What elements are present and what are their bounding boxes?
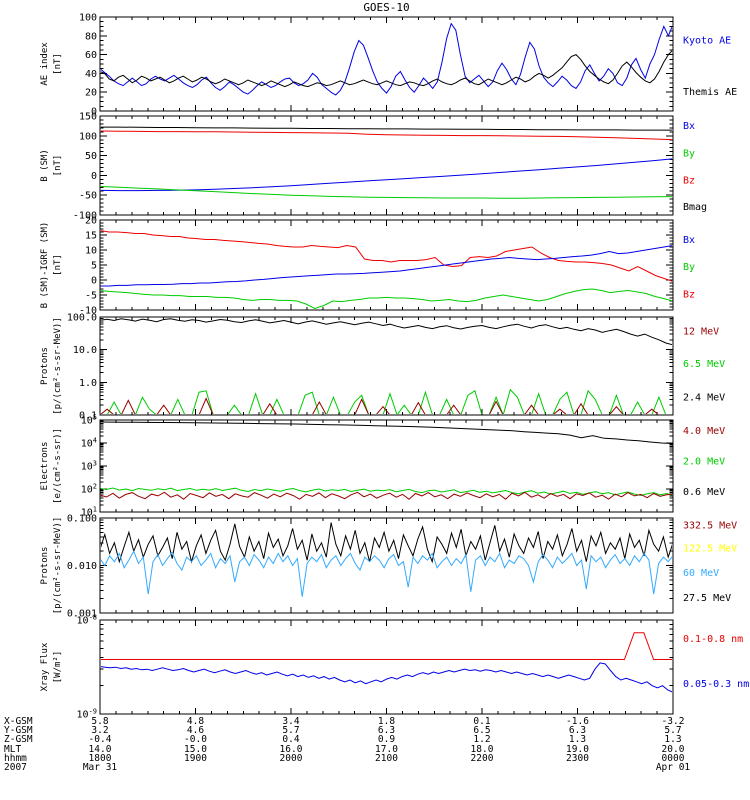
legend-bx: Bx [683,121,695,132]
y-tick-label: 0.001 [67,609,97,620]
y-tick-label: 15 [85,231,97,242]
y-tick-label: 100.0 [67,313,97,324]
legend-bz: Bz [683,175,695,186]
series-bx [101,158,672,192]
legend-by: By [683,149,695,160]
y-axis-title: Protons [40,347,50,385]
legend-122-5-mev: 122.5 MeV [683,543,737,554]
y-axis-title: Electrons [40,442,50,491]
series-0-6-mev [101,421,672,444]
panel-protons-5: 0.001 0.010 0.100 332.5 MeV 122.5 MeV 60 MeV 2… [40,514,737,620]
y-tick-label: 0 [91,276,97,287]
page-title: GOES-10 [363,1,410,14]
y-tick-label: 0.100 [67,514,97,525]
legend-4-0-mev: 4.0 MeV [683,426,725,437]
legend-0-1-0-8-nm: 0.1-0.8 nm [683,634,743,645]
y-tick-label: 50 [85,151,97,162]
y-tick-label: 1.0 [79,378,97,389]
y-tick-label: 10-8 [77,614,97,627]
legend-2-4-mev: 2.4 MeV [683,392,725,403]
y-axis-title: Xray Flux [40,642,50,691]
series-bx [101,245,672,287]
y-tick-label: 103 [81,460,97,473]
y-axis-unit: [nT] [53,155,63,177]
series-bz [101,230,672,282]
panel-protons-3: 0.1 1.0 10.0 100.0 12 MeV 6.5 MeV 2.4 MeV Proto… [40,313,725,422]
legend-12-mev: 12 MeV [683,327,719,338]
y-tick-label: 10.0 [73,345,97,356]
y-axis-unit: [nT] [53,53,63,75]
y-tick-label: 20 [85,216,97,227]
y-axis-unit: [p/(cm²-s-sr-MeV)] [53,317,63,415]
legend-2-0-mev: 2.0 MeV [683,456,725,467]
y-tick-label: 100 [79,13,97,24]
y-axis-unit: [p/(cm²-s-sr-MeV)] [53,517,63,615]
series-60-mev [101,550,672,597]
series-bz [101,130,672,141]
y-tick-label: -10 [79,306,97,317]
series-6-5-mev [107,388,667,414]
legend-0-05-0-3-nm: 0.05-0.3 nm [683,679,749,690]
y-tick-label: 80 [85,31,97,42]
y-tick-label: 100 [79,131,97,142]
y-tick-label: 60 [85,50,97,61]
y-tick-label: 0.010 [67,561,97,572]
legend-332-5-mev: 332.5 MeV [683,521,737,532]
y-tick-label: 150 [79,112,97,123]
series-4-0-mev [101,491,672,500]
y-tick-label: 20 [85,88,97,99]
series-kyoto-ae [101,22,672,96]
legend-bx: Bx [683,235,695,246]
y-axis-unit: [nT] [53,254,63,276]
legend-themis-ae: Themis AE [683,87,737,98]
series-0-05-0-3-nm [101,662,672,693]
legend-27-5-mev: 27.5 MeV [683,593,731,604]
series-bmag [101,126,672,131]
y-axis-title: B (SM)-IGRF (SM) [40,222,50,309]
panel-b-sm-igrf-sm-2: -10 -5 0 5 10 15 20 Bx By Bz B (SM)-IGRF (SM) [nT] [40,216,695,317]
y-tick-label: 40 [85,69,97,80]
legend-6-5-mev: 6.5 MeV [683,359,725,370]
legend-kyoto-ae: Kyoto AE [683,36,731,47]
series-0-1-0-8-nm [101,632,672,660]
panel-b-sm-1: -100 -50 0 50 100 150 Bx By Bz Bmag B (SM) [nT] [40,112,707,222]
y-tick-label: 10-9 [77,708,97,721]
legend-by: By [683,262,695,273]
legend-0-6-mev: 0.6 MeV [683,487,725,498]
series-by [101,186,672,199]
y-tick-label: 102 [81,483,97,496]
series-by [101,288,672,309]
y-tick-label: 0.1 [79,411,97,422]
legend-bz: Bz [683,290,695,301]
y-tick-label: 10 [85,246,97,257]
y-tick-label: 105 [81,414,97,427]
series-themis-ae [101,50,672,88]
series-12-mev [101,397,659,414]
legend-60-mev: 60 MeV [683,568,719,579]
y-axis-title: B (SM) [40,149,50,182]
y-axis-unit: [W/m²] [53,651,63,684]
y-tick-label: 0 [91,171,97,182]
y-tick-label: 104 [81,437,97,450]
y-tick-label: -100 [73,211,97,222]
series-2-4-mev [101,318,672,346]
series-27-5-mev [101,522,672,564]
panel-xray-flux-6: 10-9 10-8 0.1-0.8 nm 0.05-0.3 nm Xray Flux [W… [40,614,749,721]
series-2-0-mev [101,487,672,497]
legend-bmag: Bmag [683,202,707,213]
y-tick-label: -5 [85,291,97,302]
y-axis-unit: [e/(cm²-s-sr)] [53,428,63,504]
y-tick-label: 5 [91,261,97,272]
y-axis-title: Protons [40,547,50,585]
panel-ae-index-0: 0 20 40 60 80 100 Kyoto AE Themis AE AE index [nT… [40,13,737,118]
y-axis-title: AE index [40,42,50,86]
y-tick-label: -50 [79,191,97,202]
y-tick-label: 0 [91,107,97,118]
